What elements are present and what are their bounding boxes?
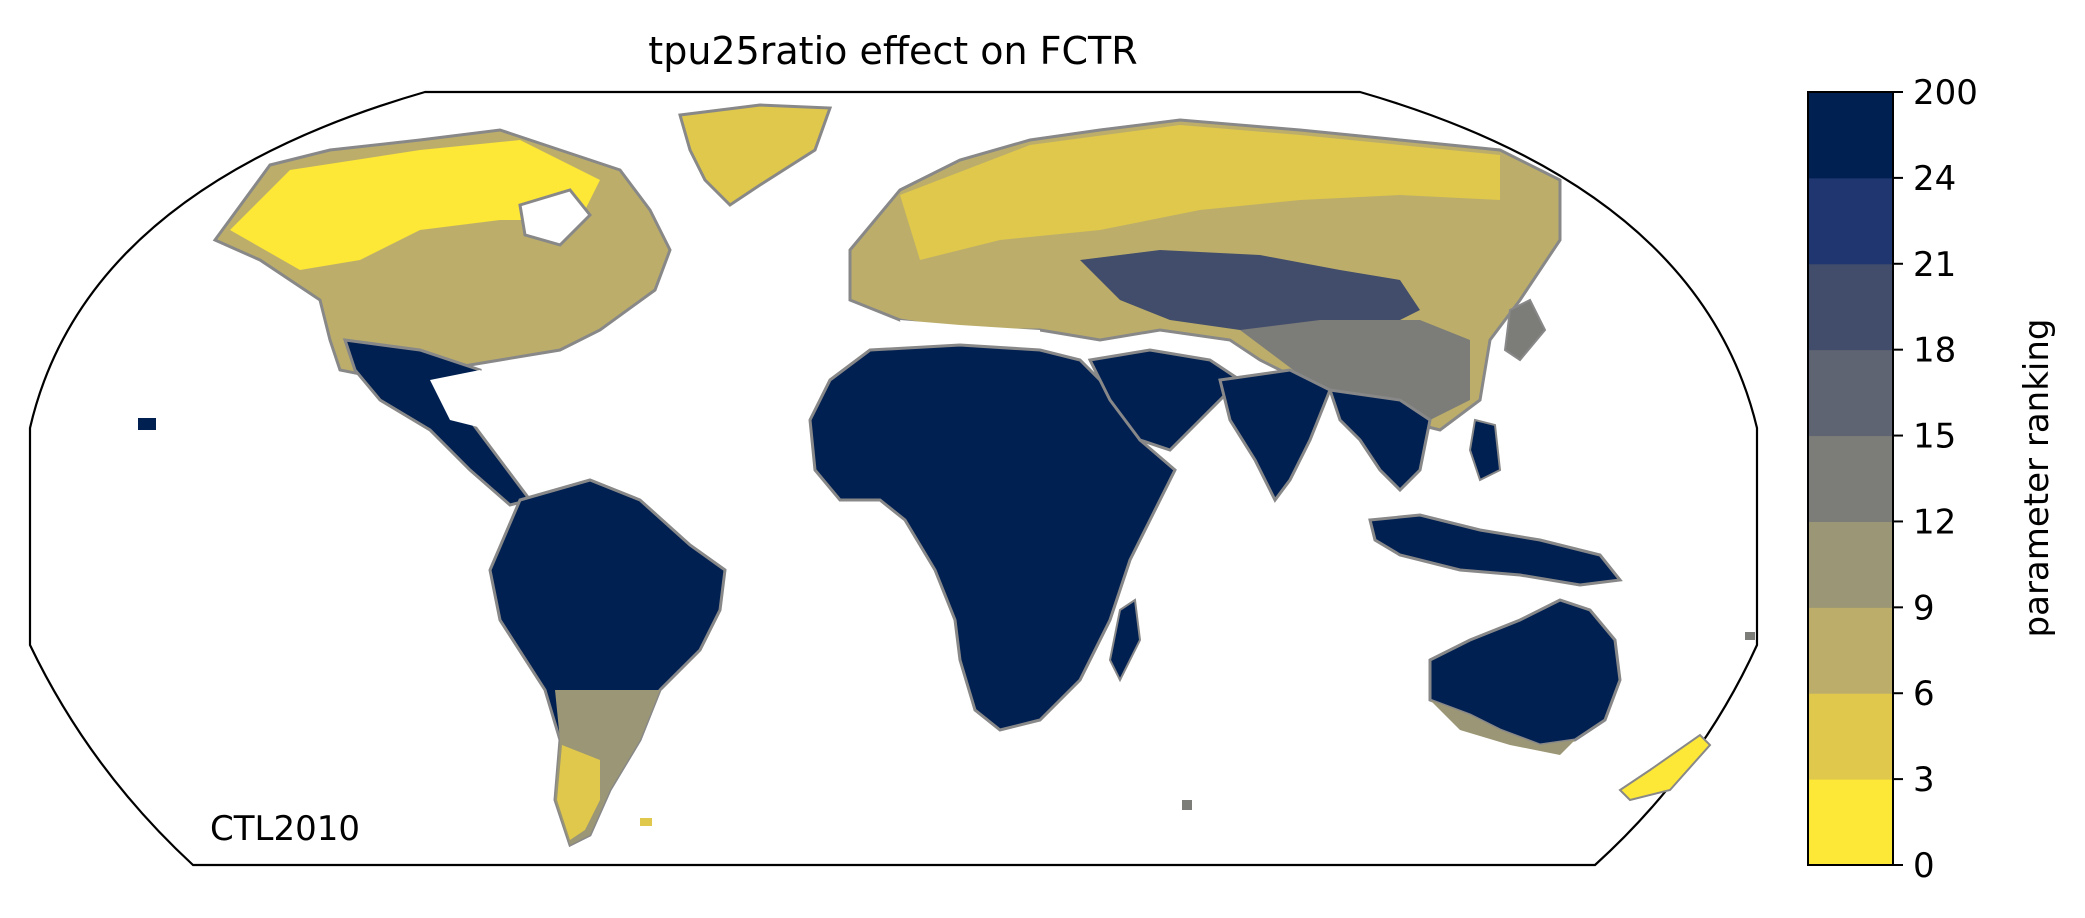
colorbar-segment xyxy=(1808,435,1893,522)
patagonia-yellow xyxy=(557,745,600,840)
south-georgia xyxy=(1182,800,1192,810)
philippines xyxy=(1468,418,1502,482)
colorbar-label: parameter ranking xyxy=(2017,319,2057,638)
greenland-land xyxy=(678,103,833,207)
madagascar xyxy=(1108,598,1142,683)
india-land xyxy=(1218,368,1332,503)
africa-land xyxy=(808,343,1177,732)
china-grey xyxy=(1240,320,1470,420)
colorbar-tick-label: 0 xyxy=(1913,846,1935,886)
hawaii-islands xyxy=(138,418,156,430)
colorbar-frame xyxy=(1807,91,1894,866)
colorbar-tick-label: 6 xyxy=(1913,674,1935,714)
colorbar-tick-label: 9 xyxy=(1913,588,1935,628)
colorbar-tick-label: 21 xyxy=(1913,245,1956,285)
chart-title: tpu25ratio effect on FCTR xyxy=(648,29,1137,73)
colorbar-segment xyxy=(1808,92,1893,179)
colorbar-segment xyxy=(1808,521,1893,608)
colorbar-segment xyxy=(1808,177,1893,265)
japan xyxy=(1503,298,1547,362)
fiji-islands xyxy=(1745,632,1755,640)
north-america-yellow-patch xyxy=(230,140,600,270)
falkland-islands xyxy=(640,818,652,826)
colorbar-segment xyxy=(1808,263,1893,351)
gulf-of-mexico xyxy=(430,370,520,430)
colorbar-tick-label: 3 xyxy=(1913,760,1935,800)
colorbar-ticks: 0 3 6 9 12 15 18 21 24 200 xyxy=(1893,73,1978,886)
colorbar-segment xyxy=(1808,779,1893,866)
new-zealand xyxy=(1618,733,1712,802)
colorbar-segment xyxy=(1808,349,1893,437)
annotation-label: CTL2010 xyxy=(210,809,360,849)
colorbar-tick-label: 18 xyxy=(1913,331,1956,371)
hudson-bay xyxy=(518,188,593,247)
colorbar-tick-label: 200 xyxy=(1913,73,1978,113)
colorbar-tick-label: 12 xyxy=(1913,502,1956,542)
colorbar-tick-label: 24 xyxy=(1913,159,1956,199)
colorbar-tick-label: 15 xyxy=(1913,417,1956,457)
land-layer xyxy=(138,103,1755,848)
australia-south-edge xyxy=(1430,700,1575,755)
colorbar-segment xyxy=(1808,693,1893,780)
colorbar-segment xyxy=(1808,607,1893,694)
southeast-asia-land xyxy=(1327,388,1432,493)
middle-east-land xyxy=(1087,348,1243,452)
indonesia-islands xyxy=(1368,513,1623,587)
central-asia-blue xyxy=(1080,250,1420,340)
colorbar xyxy=(1808,92,1893,866)
siberia-yellow xyxy=(900,125,1500,260)
mediterranean-sea xyxy=(900,320,1040,348)
